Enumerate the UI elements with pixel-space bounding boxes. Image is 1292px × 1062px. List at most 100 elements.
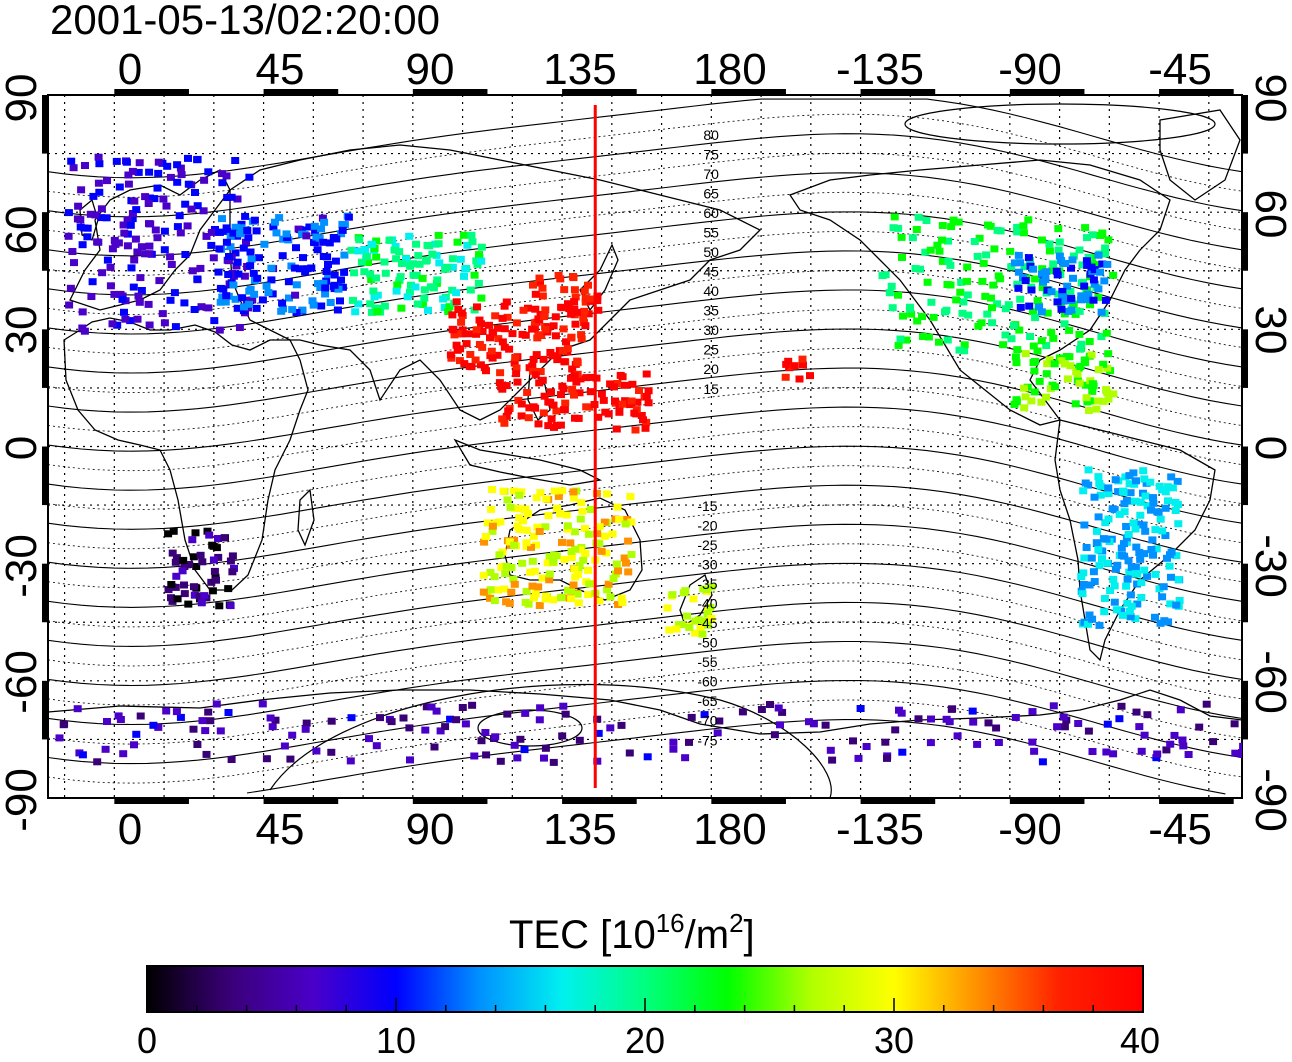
tec-observation-cell [78, 751, 87, 759]
tec-observation-cell [153, 234, 162, 242]
tec-observation-cell [305, 223, 314, 231]
tec-observation-cell [1104, 484, 1113, 492]
tec-observation-cell [540, 754, 548, 762]
tec-observation-cell [128, 210, 137, 217]
lat-tick-label: 30 [0, 306, 46, 355]
tec-observation-cell [448, 263, 457, 271]
magnetic-pole-contour-north [904, 103, 1216, 145]
tec-observation-cell [176, 229, 185, 237]
axis-tick-bar [114, 89, 189, 95]
tec-observation-cell [271, 716, 280, 724]
tec-observation-cell [623, 516, 632, 523]
tec-observation-cell [1118, 611, 1127, 619]
tec-observation-cell [1137, 594, 1146, 601]
coastline-madagascar [297, 488, 315, 547]
tec-observation-cell [1085, 338, 1094, 345]
tec-observation-cell [581, 550, 590, 557]
tec-observation-cell [593, 530, 602, 538]
tec-observation-cell [280, 742, 289, 750]
tec-observation-cell [687, 713, 696, 721]
tec-observation-cell [502, 598, 511, 606]
tec-observation-cell [193, 275, 202, 283]
tec-observation-cell [250, 290, 259, 298]
tec-observation-cell [536, 489, 545, 497]
tec-observation-cell [149, 721, 158, 729]
tec-observation-cell [1147, 506, 1155, 514]
tec-observation-cell [1029, 359, 1038, 366]
tec-observation-cell [1158, 593, 1167, 601]
tec-observation-cell [1102, 748, 1111, 756]
tec-observation-cell [1117, 702, 1126, 710]
tec-observation-cell [926, 739, 935, 747]
tec-observation-cell [524, 510, 532, 518]
lat-tick-label: 60 [0, 206, 46, 255]
tec-observation-cell [518, 559, 527, 567]
tec-observation-cell [595, 597, 604, 605]
tec-observation-cell [91, 211, 100, 219]
contour-label: 75 [703, 146, 719, 162]
tec-observation-cell [488, 354, 497, 362]
tec-observation-cell [558, 487, 567, 495]
contour-label: -55 [697, 654, 717, 670]
tec-observation-cell [531, 590, 540, 598]
tec-observation-cell [392, 255, 401, 263]
tec-observation-cell [224, 709, 233, 716]
tec-observation-cell [330, 271, 339, 279]
magnetic-contour-line [48, 679, 1242, 765]
tec-observation-cell [1102, 535, 1111, 543]
magnetic-contour-line [48, 562, 1242, 647]
tec-observation-cell [390, 246, 399, 254]
tec-observation-cell [222, 172, 231, 180]
tec-observation-cell [240, 303, 248, 311]
axis-tick-bar [1242, 329, 1248, 388]
tec-observation-cell [1001, 305, 1010, 313]
tec-observation-cell [586, 388, 595, 396]
lat-axis-right: 90 60 30 0 -30 -60 -90 [1246, 74, 1292, 832]
tec-observation-cell [1126, 591, 1135, 599]
tec-observation-cell [1035, 377, 1044, 385]
axis-tick-bar [860, 798, 936, 804]
tec-observation-cell [154, 169, 163, 177]
tec-observation-cell [485, 321, 493, 329]
tec-observation-cell [528, 325, 537, 333]
lat-tick-label: 90 [0, 74, 46, 123]
tec-observation-cell [1112, 606, 1121, 614]
tec-observation-cell [332, 235, 341, 243]
tec-observation-cell [132, 730, 141, 738]
tec-observation-cell [1088, 615, 1097, 623]
tec-observation-cell [1031, 314, 1040, 322]
tec-observation-cell [594, 306, 603, 314]
tec-observation-cell [533, 523, 542, 531]
tec-observation-cell [191, 189, 199, 196]
tec-observation-cell [1231, 749, 1240, 757]
tec-observation-cell [1072, 368, 1081, 376]
tec-observation-cell [473, 303, 481, 311]
coastline-south-america [1054, 419, 1216, 662]
tec-observation-cell [1137, 747, 1146, 755]
tec-observation-cell [1127, 563, 1136, 571]
tec-observation-cell [529, 532, 538, 540]
tec-observation-cell [119, 750, 128, 758]
tec-observation-cell [1088, 387, 1097, 395]
contour-label: 25 [703, 342, 719, 358]
tec-observation-cell [160, 319, 169, 327]
tec-observation-cell [452, 289, 461, 297]
coastline-antarctica [48, 689, 1242, 735]
tec-observation-cell [1053, 271, 1062, 279]
coastline-japan [579, 243, 619, 312]
tec-observation-cell [603, 490, 611, 498]
tec-observation-cell [78, 241, 87, 249]
tec-observation-cell [180, 299, 189, 307]
magnetic-contour-line [48, 699, 1242, 784]
tec-observation-cell [395, 248, 404, 256]
tec-observation-cell [97, 205, 106, 213]
tec-observation-cell [118, 295, 127, 303]
tec-observation-cell [510, 580, 519, 588]
tec-observation-cell [232, 262, 241, 270]
tec-observation-cell [298, 230, 307, 238]
tec-observation-cell [120, 229, 129, 237]
tec-observation-cell [1021, 277, 1030, 285]
tec-observation-cell [173, 178, 182, 186]
tec-observation-cell [535, 379, 544, 387]
magnetic-contour-line [48, 543, 1242, 628]
